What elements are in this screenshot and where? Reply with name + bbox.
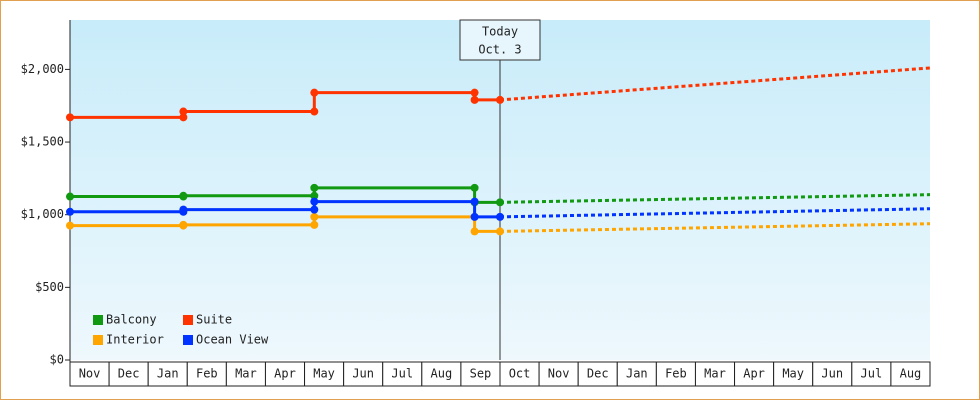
x-tick-label: Apr	[274, 367, 296, 381]
x-tick-label: Jul	[861, 367, 883, 381]
x-tick-label: Jan	[626, 367, 648, 381]
projection-line	[499, 66, 931, 102]
x-cell	[851, 361, 892, 387]
projection-line	[499, 193, 931, 204]
x-cell	[577, 361, 618, 387]
point	[310, 107, 319, 116]
x-cell	[225, 361, 266, 387]
today-label: Today	[482, 25, 518, 39]
x-cell	[694, 361, 736, 387]
x-tick-label: Mar	[704, 367, 726, 381]
legend-swatch	[93, 315, 103, 325]
point	[66, 192, 74, 201]
today-box	[459, 19, 541, 61]
x-tick-label: Sep	[470, 367, 492, 381]
x-cell	[890, 361, 931, 387]
legend-swatch	[183, 335, 193, 345]
y-tick-label: $500	[35, 280, 64, 294]
point	[179, 191, 188, 200]
y-tick-label: $1,500	[21, 135, 64, 149]
point	[310, 205, 319, 214]
x-tick-label: Mar	[235, 367, 257, 381]
x-tick-label: Oct	[509, 367, 531, 381]
x-cell	[812, 361, 853, 387]
x-tick-label: Nov	[79, 367, 101, 381]
x-tick-label: Jun	[352, 367, 374, 381]
legend-swatch	[93, 335, 103, 345]
point	[310, 88, 319, 97]
point	[496, 198, 504, 207]
point	[310, 220, 319, 229]
y-tick-label: $2,000	[21, 62, 64, 76]
point	[310, 197, 319, 206]
x-cell	[421, 361, 462, 387]
x-tick-label: Apr	[743, 367, 765, 381]
x-cell	[69, 361, 110, 387]
point	[470, 227, 479, 236]
point	[310, 191, 319, 200]
legend-label: Suite	[196, 313, 232, 327]
x-cell	[264, 361, 306, 387]
point	[470, 95, 479, 104]
x-cell	[382, 361, 423, 387]
x-cell	[499, 361, 540, 387]
legend-label: Balcony	[106, 313, 157, 327]
x-cell	[343, 361, 384, 387]
point	[179, 220, 188, 229]
projection-line	[499, 207, 931, 219]
point	[496, 212, 504, 221]
x-cell	[655, 361, 696, 387]
x-tick-label: Dec	[587, 367, 609, 381]
x-cell	[616, 361, 657, 387]
point	[66, 113, 74, 122]
y-tick-label: $1,000	[21, 207, 64, 221]
x-tick-label: Aug	[431, 367, 453, 381]
point	[496, 227, 504, 236]
point	[470, 183, 479, 192]
projection-line	[499, 222, 931, 233]
point	[179, 107, 188, 116]
x-cell	[147, 361, 188, 387]
x-cell	[186, 361, 227, 387]
point	[310, 212, 319, 221]
point	[179, 205, 188, 214]
point	[470, 88, 479, 97]
x-tick-label: Nov	[548, 367, 570, 381]
point	[66, 221, 74, 230]
point	[470, 197, 479, 206]
x-tick-label: Dec	[118, 367, 140, 381]
x-tick-label: May	[782, 367, 804, 381]
y-tick-label: $0	[50, 353, 64, 367]
legend-label: Interior	[106, 333, 164, 347]
legend-label: Ocean View	[196, 333, 269, 347]
x-tick-label: Feb	[196, 367, 218, 381]
x-tick-label: Feb	[665, 367, 687, 381]
today-label: Oct. 3	[478, 43, 521, 57]
point	[66, 207, 74, 216]
point	[470, 212, 479, 221]
x-tick-label: Jun	[821, 367, 843, 381]
x-tick-label: May	[313, 367, 335, 381]
point	[310, 183, 319, 192]
x-cell	[108, 361, 149, 387]
x-tick-label: Aug	[900, 367, 922, 381]
x-tick-label: Jul	[391, 367, 413, 381]
legend-swatch	[183, 315, 193, 325]
x-tick-label: Jan	[157, 367, 179, 381]
point	[179, 113, 188, 122]
point	[496, 95, 504, 104]
